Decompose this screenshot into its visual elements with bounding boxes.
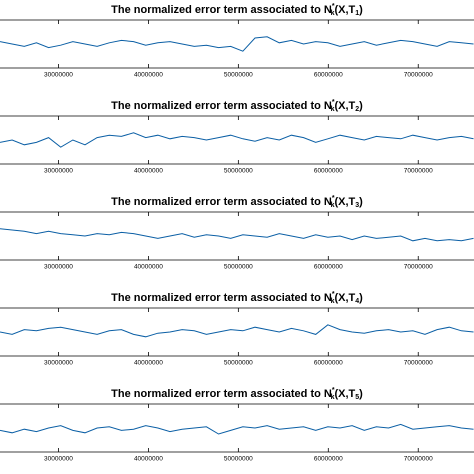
x-tick-label: 70000000 [404,72,433,79]
x-tick-label: 50000000 [224,264,253,271]
series-line [0,36,474,52]
x-tick-label: 40000000 [134,168,163,175]
x-tick-label: 50000000 [224,72,253,79]
x-tick-label: 40000000 [134,264,163,271]
title-part: The normalized error term associated to … [111,100,332,112]
series-line [0,132,474,148]
x-tick-label: 60000000 [314,168,343,175]
x-tick-label: 60000000 [314,264,343,271]
series-line [0,228,474,242]
series-line [0,423,474,435]
x-tick-label: 40000000 [134,456,163,463]
title-part: k [331,10,335,17]
title-part: (X,T [334,196,355,208]
title-part: 4 [355,298,359,305]
title-part: k [331,298,335,305]
title-part: k [331,394,335,401]
title-part: k [331,106,335,113]
x-tick-label: 50000000 [224,360,253,367]
title-part: The normalized error term associated to … [111,388,332,400]
x-tick-label: 70000000 [404,168,433,175]
chart-title: The normalized error term associated to … [111,387,363,401]
x-tick-label: 30000000 [44,264,73,271]
x-tick-label: 70000000 [404,360,433,367]
x-tick-label: 30000000 [44,168,73,175]
title-part: 3 [355,202,359,209]
title-part: ) [359,388,363,400]
title-part: 1 [355,10,359,17]
title-part: * [332,99,335,106]
chart-title: The normalized error term associated to … [111,195,363,209]
x-tick-label: 30000000 [44,72,73,79]
chart-title: The normalized error term associated to … [111,99,363,113]
title-part: The normalized error term associated to … [111,196,332,208]
x-tick-label: 50000000 [224,456,253,463]
x-tick-label: 60000000 [314,456,343,463]
chart-title: The normalized error term associated to … [111,291,363,305]
title-part: k [331,202,335,209]
x-tick-label: 50000000 [224,168,253,175]
title-part: * [332,387,335,394]
title-part: (X,T [334,4,355,16]
x-tick-label: 30000000 [44,456,73,463]
x-tick-label: 60000000 [314,72,343,79]
x-tick-label: 70000000 [404,264,433,271]
x-tick-label: 40000000 [134,72,163,79]
title-part: ) [359,4,363,16]
title-part: * [332,3,335,10]
title-part: The normalized error term associated to … [111,4,332,16]
title-part: (X,T [334,100,355,112]
title-part: 5 [355,394,359,401]
x-tick-label: 30000000 [44,360,73,367]
title-part: The normalized error term associated to … [111,292,332,304]
title-part: (X,T [334,388,355,400]
x-tick-label: 70000000 [404,456,433,463]
series-line [0,324,474,338]
title-part: * [332,195,335,202]
title-part: * [332,291,335,298]
x-tick-label: 60000000 [314,360,343,367]
title-part: ) [359,100,363,112]
title-part: (X,T [334,292,355,304]
chart-title: The normalized error term associated to … [111,3,363,17]
title-part: ) [359,196,363,208]
x-tick-label: 40000000 [134,360,163,367]
title-part: ) [359,292,363,304]
title-part: 2 [355,106,359,113]
